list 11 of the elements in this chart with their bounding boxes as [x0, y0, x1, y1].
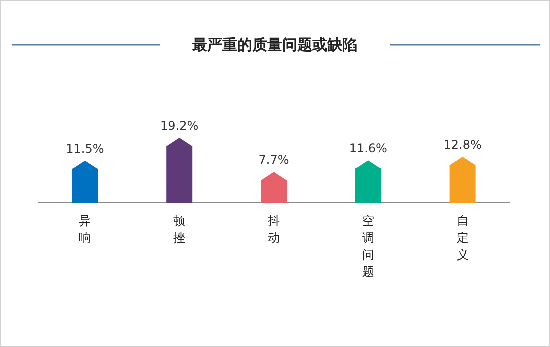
x-tick-label: 顿挫 [174, 214, 186, 245]
data-label: 7.7% [258, 153, 290, 168]
data-label: 12.8% [444, 138, 482, 152]
chart-title: 最严重的质量问题或缺陷 [192, 36, 358, 54]
x-tick-label: 空调问题 [362, 214, 374, 279]
x-tick-label: 异响 [79, 214, 92, 245]
data-label: 19.2% [160, 119, 199, 133]
data-label: 11.5% [66, 142, 104, 156]
x-tick-label: 抖动 [267, 214, 280, 245]
data-label: 11.6% [349, 142, 388, 156]
x-tick-label: 自定义 [456, 214, 469, 262]
